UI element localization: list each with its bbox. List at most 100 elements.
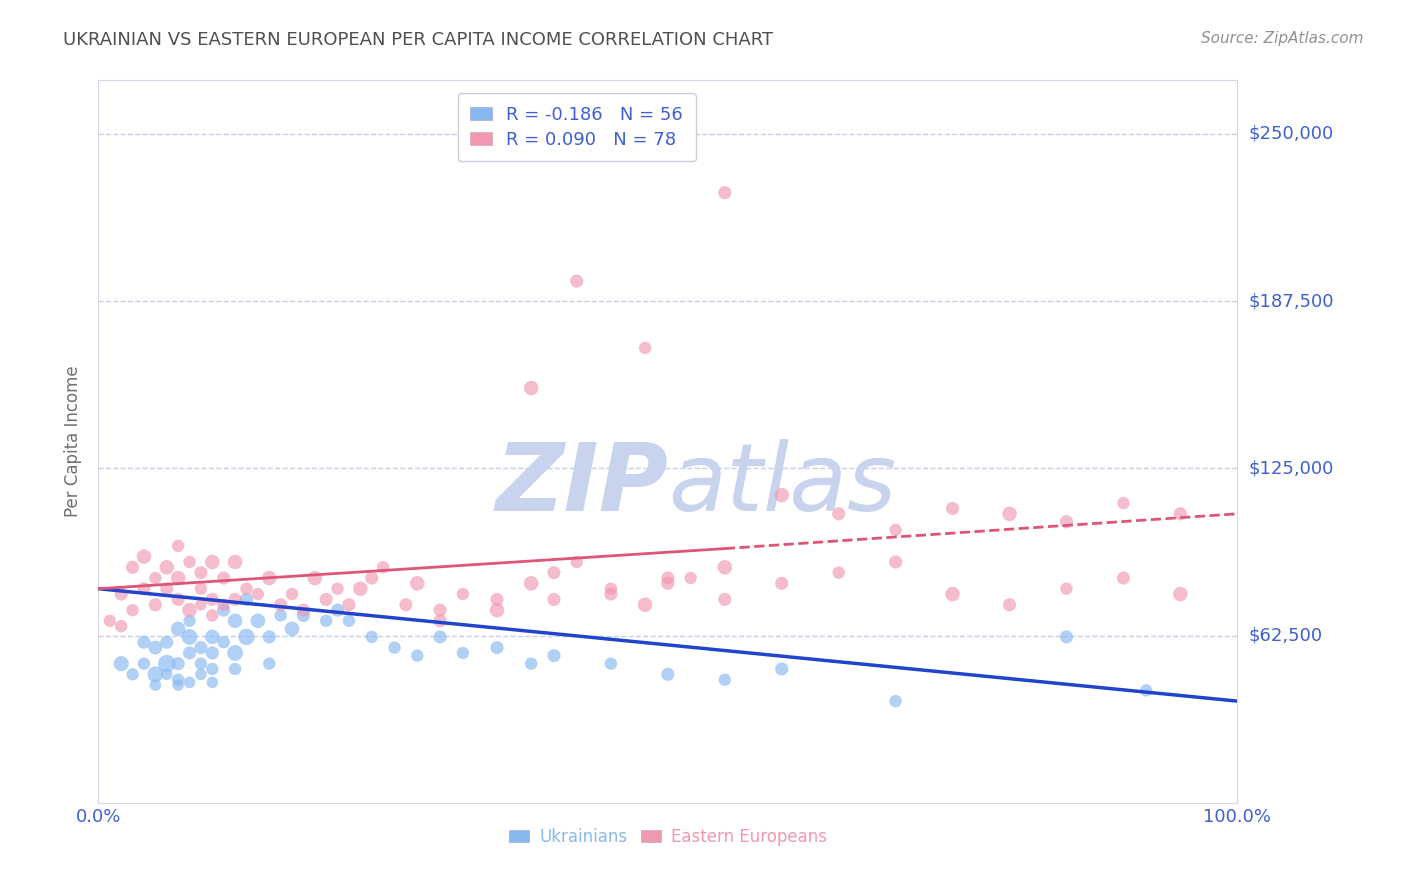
Point: [884, 694, 907, 708]
Point: [565, 274, 588, 288]
Point: [326, 582, 349, 596]
Point: [486, 592, 509, 607]
Point: [657, 667, 679, 681]
Point: [543, 566, 565, 580]
Point: [349, 582, 371, 596]
Point: [565, 555, 588, 569]
Point: [167, 673, 190, 687]
Point: [110, 587, 132, 601]
Point: [190, 582, 212, 596]
Point: [543, 592, 565, 607]
Point: [714, 673, 737, 687]
Text: $62,500: $62,500: [1249, 626, 1323, 645]
Point: [360, 571, 382, 585]
Point: [634, 598, 657, 612]
Point: [770, 576, 793, 591]
Point: [212, 598, 235, 612]
Point: [714, 592, 737, 607]
Point: [337, 614, 360, 628]
Point: [235, 630, 257, 644]
Point: [315, 614, 337, 628]
Point: [224, 662, 246, 676]
Point: [212, 571, 235, 585]
Point: [201, 630, 224, 644]
Point: [292, 603, 315, 617]
Point: [270, 598, 292, 612]
Point: [179, 630, 201, 644]
Point: [395, 598, 418, 612]
Point: [998, 507, 1021, 521]
Text: $125,000: $125,000: [1249, 459, 1334, 477]
Point: [121, 603, 143, 617]
Point: [224, 614, 246, 628]
Point: [1170, 587, 1192, 601]
Point: [1054, 630, 1078, 644]
Point: [337, 598, 360, 612]
Point: [657, 571, 679, 585]
Point: [132, 549, 155, 564]
Point: [179, 646, 201, 660]
Point: [259, 630, 281, 644]
Point: [224, 555, 246, 569]
Text: ZIP: ZIP: [495, 439, 668, 531]
Point: [259, 657, 281, 671]
Point: [201, 646, 224, 660]
Point: [884, 523, 907, 537]
Point: [190, 598, 212, 612]
Point: [98, 614, 121, 628]
Point: [132, 635, 155, 649]
Point: [828, 566, 851, 580]
Point: [110, 619, 132, 633]
Point: [121, 560, 143, 574]
Point: [145, 598, 167, 612]
Point: [998, 598, 1021, 612]
Y-axis label: Per Capita Income: Per Capita Income: [65, 366, 83, 517]
Point: [132, 657, 155, 671]
Legend: Ukrainians, Eastern Europeans: Ukrainians, Eastern Europeans: [502, 821, 834, 852]
Point: [259, 571, 281, 585]
Point: [543, 648, 565, 663]
Point: [145, 667, 167, 681]
Point: [145, 678, 167, 692]
Point: [235, 592, 257, 607]
Point: [201, 592, 224, 607]
Point: [145, 640, 167, 655]
Point: [179, 675, 201, 690]
Point: [190, 657, 212, 671]
Point: [634, 341, 657, 355]
Point: [179, 555, 201, 569]
Point: [201, 608, 224, 623]
Point: [1135, 683, 1157, 698]
Point: [520, 381, 543, 395]
Point: [167, 657, 190, 671]
Point: [520, 657, 543, 671]
Point: [1054, 582, 1078, 596]
Point: [190, 640, 212, 655]
Point: [657, 576, 679, 591]
Point: [600, 587, 623, 601]
Point: [429, 603, 451, 617]
Point: [520, 576, 543, 591]
Point: [1170, 507, 1192, 521]
Point: [406, 576, 429, 591]
Point: [179, 603, 201, 617]
Point: [486, 603, 509, 617]
Point: [156, 667, 179, 681]
Text: UKRAINIAN VS EASTERN EUROPEAN PER CAPITA INCOME CORRELATION CHART: UKRAINIAN VS EASTERN EUROPEAN PER CAPITA…: [63, 31, 773, 49]
Text: atlas: atlas: [668, 440, 896, 531]
Point: [828, 507, 851, 521]
Point: [770, 488, 793, 502]
Point: [281, 587, 304, 601]
Point: [121, 667, 143, 681]
Point: [679, 571, 702, 585]
Point: [600, 582, 623, 596]
Point: [406, 648, 429, 663]
Point: [110, 657, 132, 671]
Point: [145, 571, 167, 585]
Point: [201, 555, 224, 569]
Point: [156, 560, 179, 574]
Point: [429, 630, 451, 644]
Point: [167, 539, 190, 553]
Point: [429, 614, 451, 628]
Point: [132, 582, 155, 596]
